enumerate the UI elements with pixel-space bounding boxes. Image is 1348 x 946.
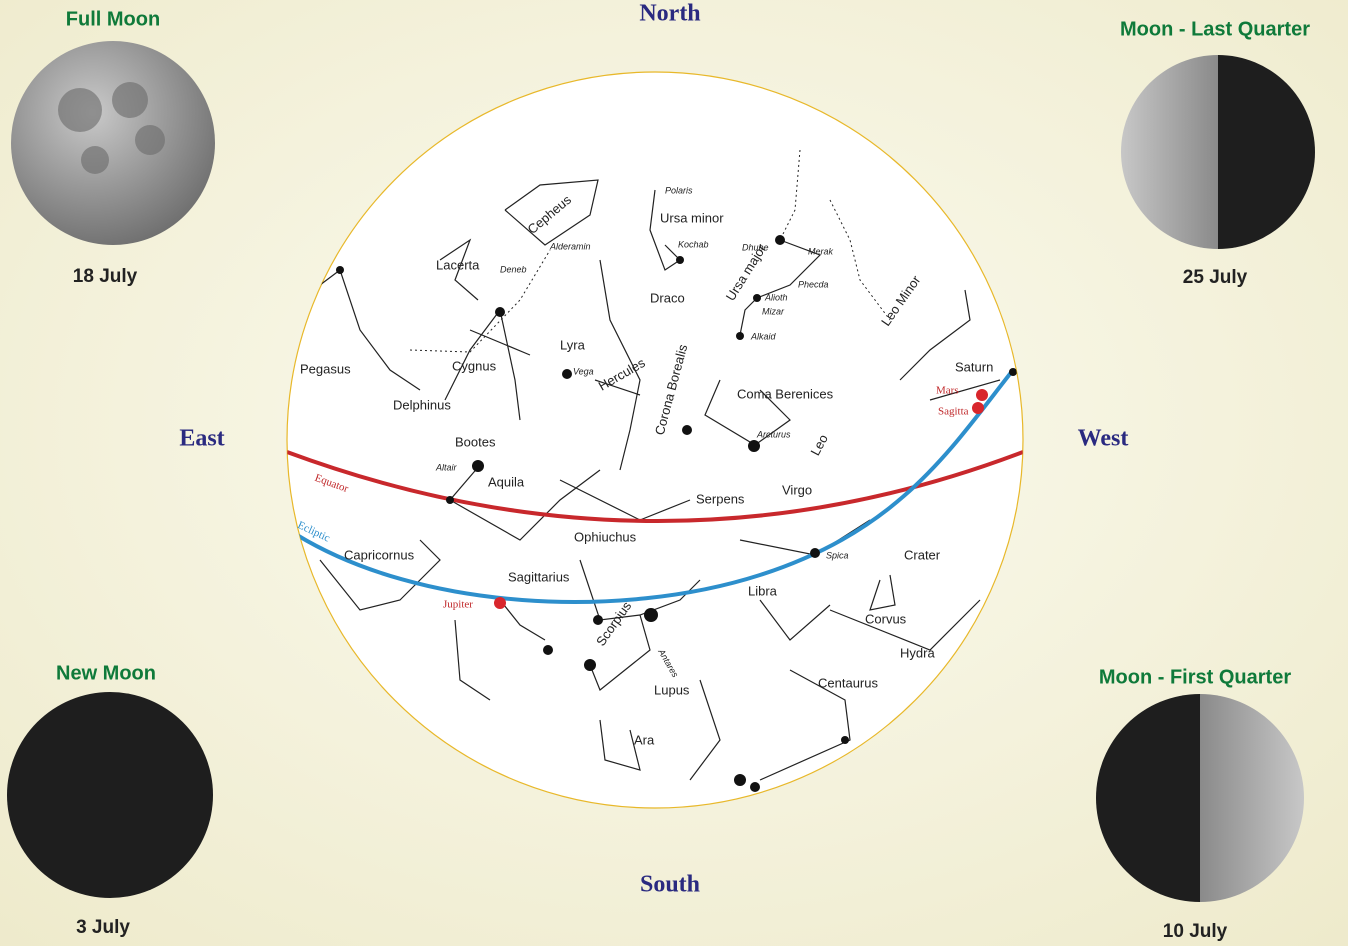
direction-label: East: [179, 426, 224, 452]
moon-date: 18 July: [73, 266, 138, 287]
constellation-line: [899, 289, 1001, 401]
sky-label: Lacerta: [436, 257, 480, 272]
sky-label: Ara: [634, 732, 655, 747]
direction-label: West: [1078, 426, 1129, 452]
planet-mars: [972, 402, 984, 414]
direction-label: North: [639, 1, 700, 27]
direction-label: South: [640, 872, 700, 898]
sky-label: Saturn: [955, 359, 993, 374]
sky-label: Serpens: [696, 491, 745, 506]
moon-date: 10 July: [1163, 921, 1228, 942]
constellation-line: [594, 259, 641, 471]
sky-label: Sagitta: [938, 406, 969, 418]
moon-title: Moon - Last Quarter: [1120, 18, 1310, 40]
full-moon-image: [11, 41, 215, 245]
sky-label: Ursa minor: [660, 210, 724, 225]
sky-label: Mizar: [762, 306, 785, 316]
stars: [336, 235, 1017, 792]
constellation-line: [739, 239, 822, 336]
sky-label: Hydra: [900, 645, 935, 660]
sky-label: Kochab: [678, 239, 709, 249]
full-moon-maria: [58, 82, 165, 174]
moon-title: Moon - First Quarter: [1099, 666, 1291, 688]
constellation-line: [319, 539, 441, 611]
sky-label: Aquila: [488, 474, 525, 489]
sky-label: Altair: [435, 462, 458, 472]
sky-label: Alkaid: [750, 331, 777, 341]
sky-label: Cygnus: [452, 358, 497, 373]
sky-label: Pegasus: [300, 361, 351, 376]
constellation-line: [599, 719, 641, 771]
sky-label: Coma Berenices: [737, 386, 834, 401]
sky-label: Polaris: [665, 185, 693, 195]
sky-label: Capricornus: [344, 547, 415, 562]
sky-label: Ophiuchus: [574, 529, 637, 544]
constellation-line: [504, 179, 599, 246]
moon-date: 3 July: [76, 917, 130, 938]
moon-title: New Moon: [56, 662, 156, 684]
sky-label: Dhube: [742, 242, 769, 252]
sky-label: Virgo: [782, 482, 812, 497]
sky-label: Spica: [826, 550, 849, 560]
sky-label: Corvus: [865, 611, 907, 626]
dotted-line: [409, 249, 551, 353]
sky-label: Delphinus: [393, 397, 451, 412]
celestial-equator: [287, 450, 1023, 523]
sky-label: Draco: [650, 290, 685, 305]
constellation-line: [649, 189, 681, 271]
sky-label: Arcturus: [756, 429, 791, 439]
sky-disc: [286, 71, 1024, 809]
sky-label: Bootes: [455, 434, 496, 449]
first-quarter-image: [1096, 694, 1304, 902]
sky-label: Sagittarius: [508, 569, 570, 584]
sky-label: Deneb: [500, 264, 527, 274]
sky-label: Alioth: [764, 292, 788, 302]
sky-label: Crater: [904, 547, 941, 562]
sky-label: Mars: [936, 385, 959, 397]
planet-jupiter: [494, 597, 506, 609]
sky-label: Alderamin: [549, 241, 591, 251]
sky-label: Lupus: [654, 682, 690, 697]
planet-saturn: [976, 389, 988, 401]
constellation-line: [439, 238, 479, 301]
moon-title: Full Moon: [66, 8, 160, 30]
sky-label: Lyra: [560, 337, 586, 352]
sky-label: Jupiter: [443, 599, 473, 611]
ecliptic: [295, 368, 1015, 604]
sky-label: Centaurus: [818, 675, 878, 690]
constellation-line: [454, 599, 546, 701]
sky-label: Merak: [808, 246, 834, 256]
dotted-line: [779, 149, 891, 321]
sky-label: Vega: [573, 366, 594, 376]
constellation-line: [689, 669, 851, 781]
constellation-line: [444, 309, 531, 421]
constellation-line: [829, 574, 981, 651]
sky-label: Phecda: [798, 279, 829, 289]
sky-drawing: [287, 149, 1023, 792]
sky-label: Libra: [748, 583, 778, 598]
moon-date: 25 July: [1183, 267, 1248, 288]
new-moon-image: [7, 692, 213, 898]
